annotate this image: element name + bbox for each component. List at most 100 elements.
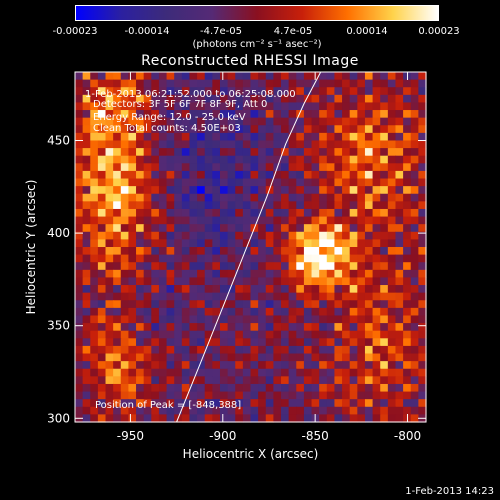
heatmap-cell	[151, 102, 160, 111]
heatmap-cell	[380, 132, 389, 142]
heatmap-cell	[181, 345, 191, 355]
heatmap-cell	[151, 414, 160, 423]
heatmap-cell	[174, 155, 183, 164]
heatmap-cell	[158, 208, 168, 218]
heatmap-cell	[250, 125, 259, 134]
heatmap-cell	[326, 247, 336, 256]
heatmap-cell	[227, 277, 236, 286]
heatmap-cell	[288, 406, 297, 415]
heatmap-cell	[181, 269, 191, 279]
heatmap-cell	[349, 110, 358, 119]
x-tick-label: -950	[117, 429, 144, 443]
heatmap-cell	[387, 117, 397, 126]
heatmap-cell	[410, 292, 419, 301]
heatmap-cell	[326, 163, 336, 172]
heatmap-cell	[227, 391, 236, 400]
heatmap-cell	[82, 414, 91, 423]
heatmap-cell	[204, 399, 213, 408]
heatmap-cell	[303, 201, 313, 210]
heatmap-cell	[265, 292, 274, 301]
heatmap-cell	[189, 307, 198, 317]
heatmap-cell	[403, 155, 412, 164]
heatmap-cell	[296, 87, 305, 96]
heatmap-cell	[410, 254, 419, 263]
heatmap-cell	[227, 300, 236, 309]
heatmap-cell	[342, 399, 351, 408]
heatmap-cell	[311, 140, 320, 149]
heatmap-cell	[75, 269, 84, 279]
heatmap-cell	[326, 170, 336, 180]
heatmap-cell	[197, 330, 206, 339]
heatmap-cell	[181, 323, 191, 332]
heatmap-cell	[219, 102, 229, 111]
heatmap-cell	[372, 399, 381, 408]
heatmap-cell	[387, 231, 397, 240]
heatmap-cell	[326, 208, 336, 218]
heatmap-cell	[349, 117, 358, 126]
heatmap-cell	[380, 300, 389, 309]
heatmap-cell	[334, 300, 343, 309]
annotations: 1-Feb-2013 06:21:52.000 to 06:25:08.000D…	[85, 89, 296, 411]
heatmap-cell	[403, 254, 412, 263]
heatmap-cell	[281, 208, 290, 218]
heatmap-cell	[311, 353, 320, 362]
heatmap-cell	[387, 216, 397, 225]
heatmap-cell	[349, 338, 358, 347]
heatmap-cell	[82, 208, 91, 218]
heatmap-cell	[288, 315, 297, 324]
heatmap-cell	[242, 391, 252, 400]
heatmap-cell	[75, 345, 84, 355]
heatmap-cell	[319, 110, 328, 119]
heatmap-cell	[258, 323, 267, 332]
heatmap-cell	[395, 163, 404, 172]
heatmap-cell	[410, 163, 419, 172]
heatmap-cell	[219, 269, 229, 279]
heatmap-cell	[403, 117, 412, 126]
heatmap-cell	[380, 330, 389, 339]
heatmap-cell	[75, 307, 84, 317]
heatmap-cell	[303, 307, 313, 317]
heatmap-cell	[288, 391, 297, 400]
heatmap-cell	[281, 414, 290, 423]
heatmap-cell	[288, 208, 297, 218]
heatmap-cell	[418, 323, 427, 332]
heatmap-cell	[189, 201, 198, 210]
heatmap-cell	[227, 110, 236, 119]
heatmap-cell	[90, 79, 99, 88]
heatmap-cell	[364, 102, 374, 111]
heatmap-cell	[250, 391, 259, 400]
heatmap-cell	[197, 102, 206, 111]
heatmap-cell	[128, 132, 137, 142]
heatmap-cell	[75, 79, 84, 88]
heatmap-cell	[326, 353, 336, 362]
heatmap-cell	[113, 353, 122, 362]
heatmap-cell	[372, 338, 381, 347]
heatmap-cell	[235, 224, 244, 233]
heatmap-cell	[250, 383, 259, 393]
heatmap-cell	[212, 72, 221, 81]
heatmap-cell	[395, 155, 404, 164]
heatmap-cell	[212, 102, 221, 111]
heatmap-cell	[174, 315, 183, 324]
heatmap-cell	[235, 307, 244, 317]
heatmap-cell	[90, 254, 99, 263]
heatmap-cell	[97, 353, 107, 362]
heatmap-cell	[288, 414, 297, 423]
heatmap-cell	[189, 79, 198, 88]
heatmap-cell	[296, 323, 305, 332]
y-tick-label: 400	[47, 226, 70, 240]
heatmap-cell	[387, 262, 397, 271]
heatmap-cell	[242, 345, 252, 355]
heatmap-cell	[403, 125, 412, 134]
heatmap-cell	[250, 323, 259, 332]
heatmap-cell	[265, 323, 274, 332]
heatmap-cell	[158, 292, 168, 301]
heatmap-cell	[303, 414, 313, 423]
heatmap-cell	[326, 201, 336, 210]
heatmap-cell	[281, 269, 290, 279]
heatmap-cell	[90, 376, 99, 385]
heatmap-cell	[296, 338, 305, 347]
heatmap-cell	[342, 87, 351, 96]
heatmap-cell	[105, 330, 114, 339]
heatmap-cell	[166, 406, 175, 415]
